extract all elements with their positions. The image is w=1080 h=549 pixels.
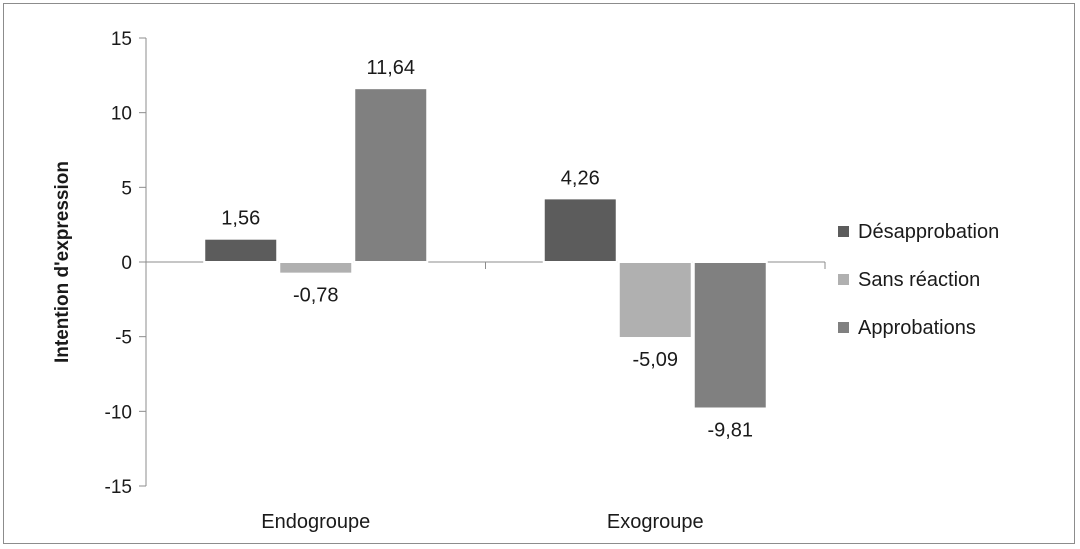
legend-label: Approbations bbox=[858, 317, 976, 339]
x-category-label: Endogroupe bbox=[261, 511, 370, 533]
x-category-label: Exogroupe bbox=[607, 511, 704, 533]
bar bbox=[617, 261, 693, 340]
y-tick-label: 0 bbox=[121, 253, 132, 274]
legend-label: Désapprobation bbox=[858, 221, 999, 243]
legend-swatch bbox=[838, 226, 849, 237]
bar bbox=[203, 237, 279, 263]
y-tick-label: 10 bbox=[111, 104, 132, 125]
y-tick-label: -10 bbox=[105, 402, 132, 423]
data-label: 4,26 bbox=[561, 167, 600, 189]
data-label: 11,64 bbox=[366, 57, 415, 79]
legend-swatch bbox=[838, 322, 849, 333]
y-tick-label: -5 bbox=[115, 328, 132, 349]
bar bbox=[278, 261, 354, 275]
data-label: -9,81 bbox=[707, 419, 753, 441]
data-label: -0,78 bbox=[293, 285, 339, 307]
legend: Désapprobation Sans réaction Approbations bbox=[838, 221, 999, 339]
bars bbox=[203, 87, 768, 410]
bar bbox=[692, 261, 768, 410]
legend-swatch bbox=[838, 274, 849, 285]
data-label: -5,09 bbox=[632, 349, 678, 371]
y-tick-label: -15 bbox=[105, 477, 132, 498]
data-label: 1,56 bbox=[221, 208, 260, 230]
chart-frame bbox=[3, 3, 1075, 544]
legend-label: Sans réaction bbox=[858, 269, 980, 291]
y-tick-label: 15 bbox=[111, 29, 132, 50]
y-axis-label: Intention d'expression bbox=[52, 161, 73, 363]
y-tick-label: 5 bbox=[121, 178, 132, 199]
data-labels: 1,56 -0,78 11,64 4,26 -5,09 -9,81 bbox=[221, 57, 753, 441]
bar bbox=[353, 87, 429, 264]
bar bbox=[542, 197, 618, 264]
